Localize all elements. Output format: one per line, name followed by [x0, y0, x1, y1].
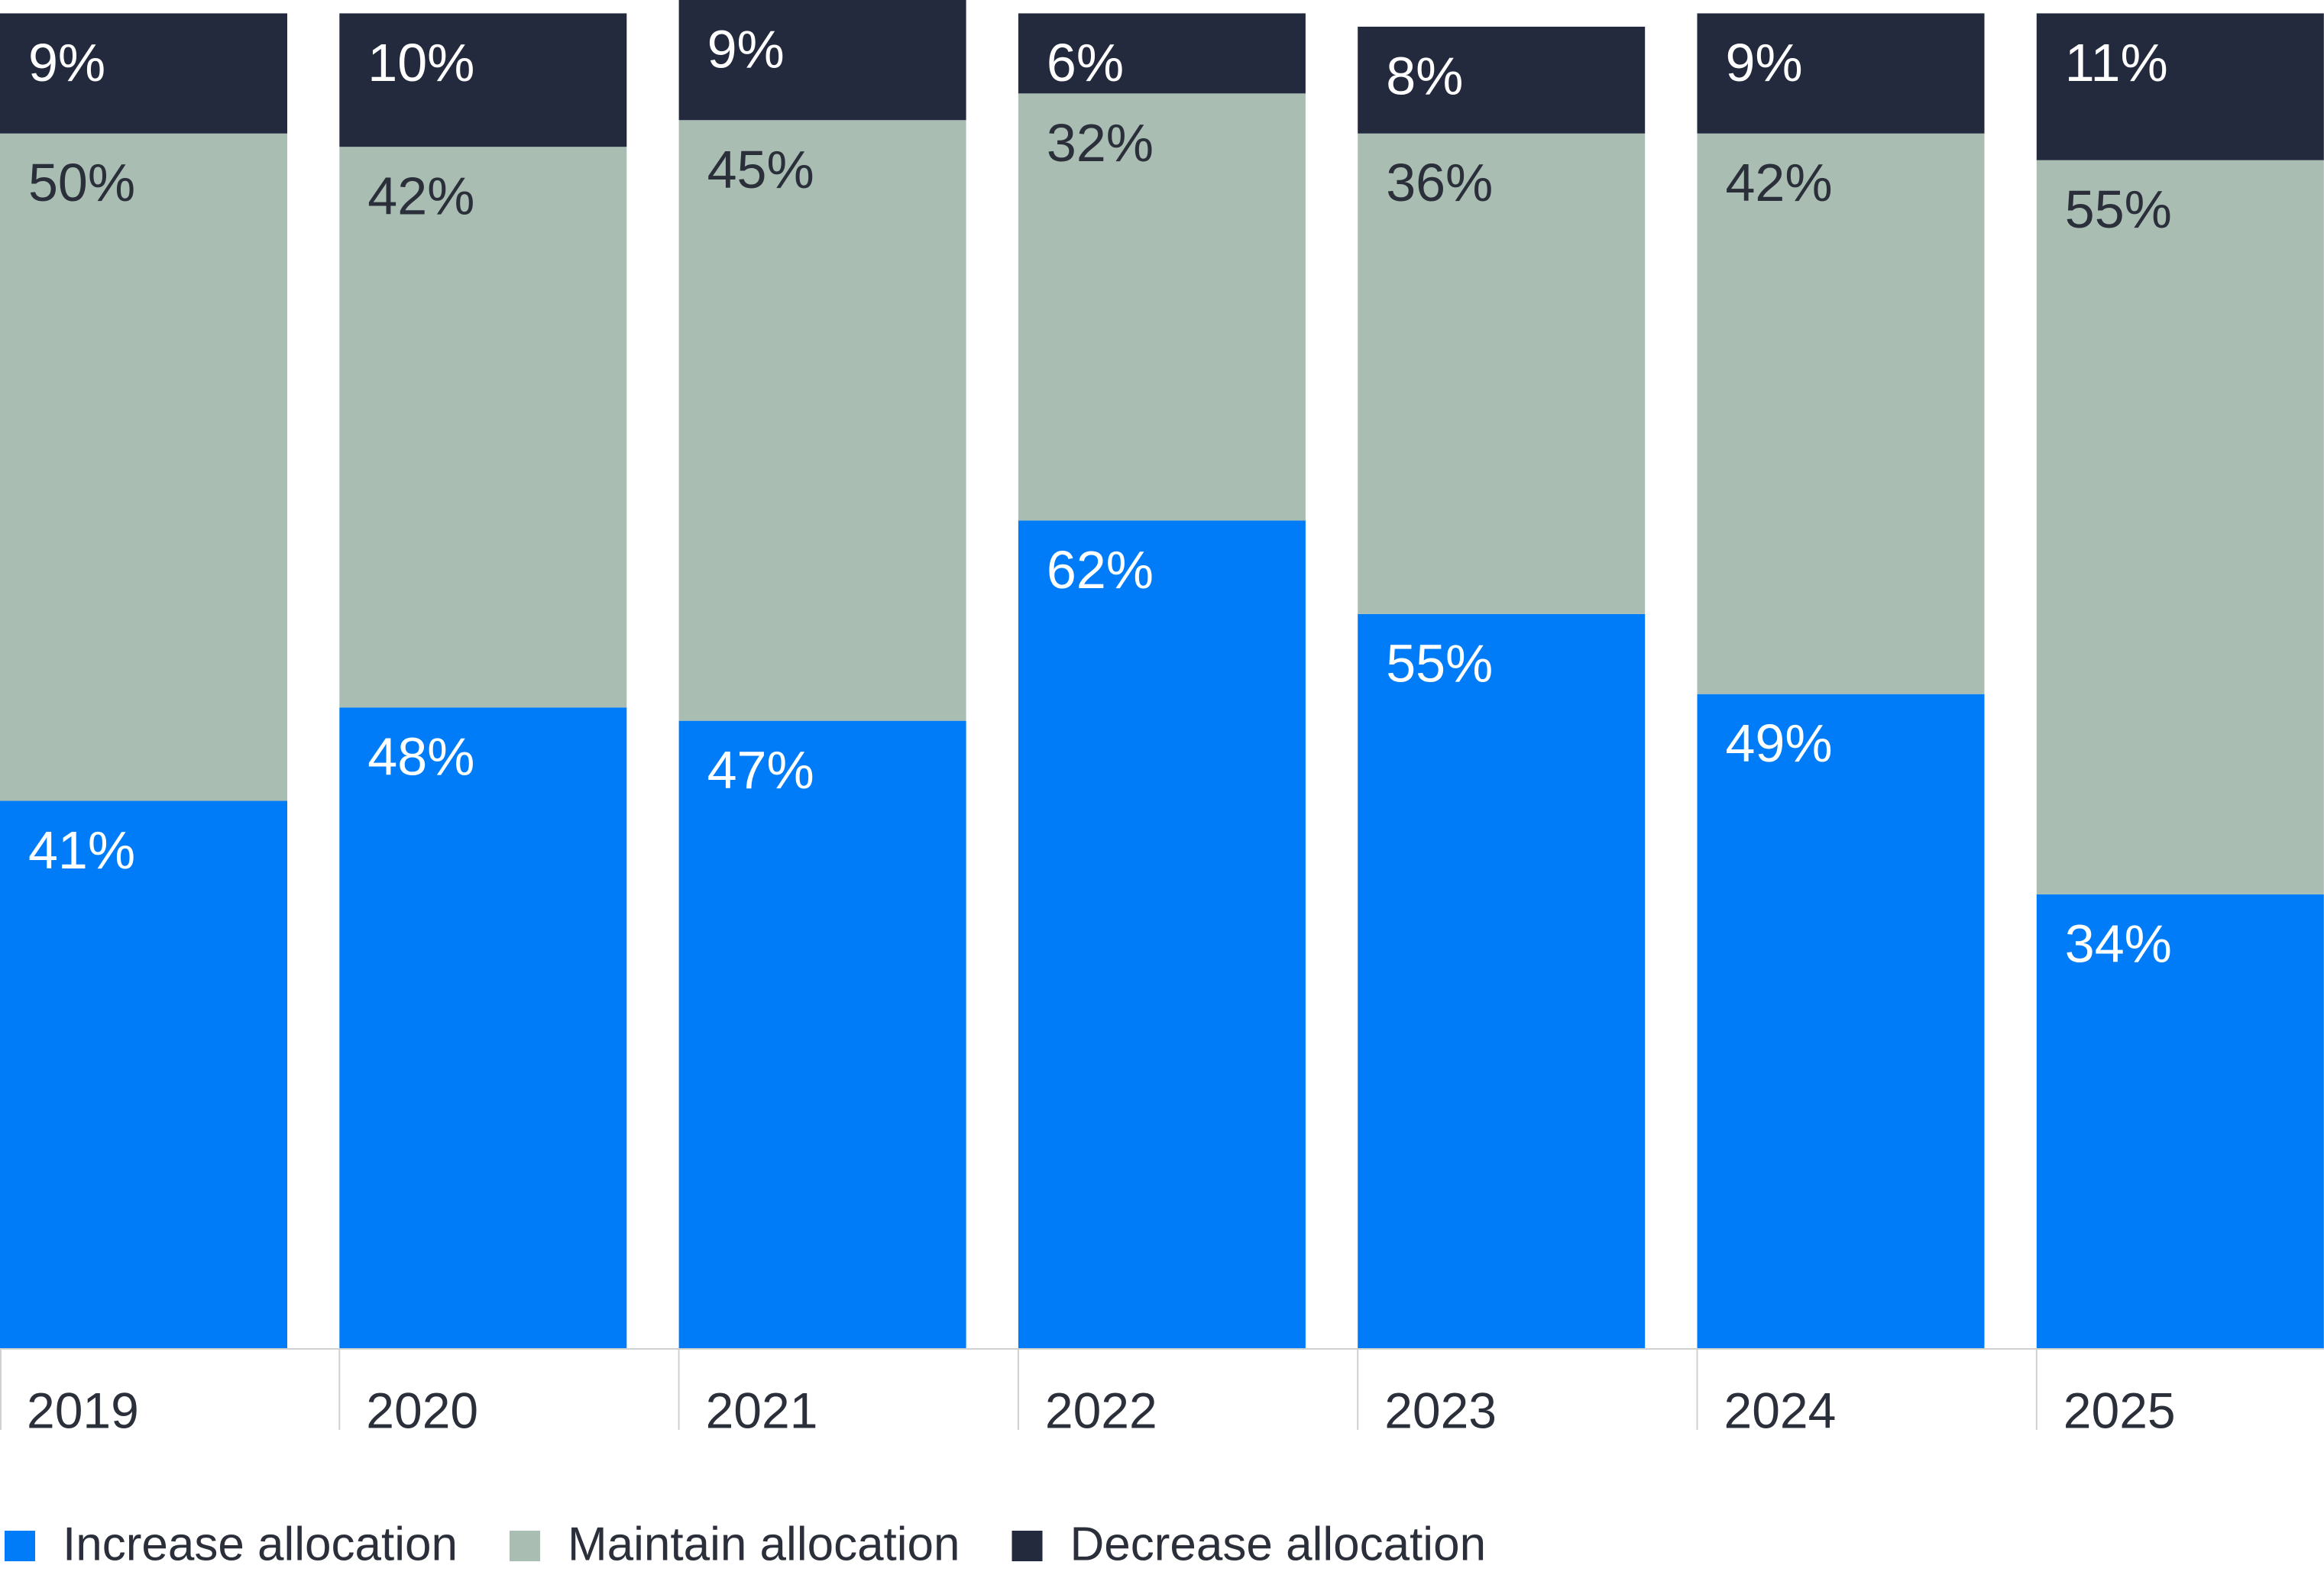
- bar-segment: [1358, 133, 1646, 614]
- x-tick-label: 2020: [366, 1382, 478, 1438]
- data-label: 6%: [1047, 33, 1124, 92]
- bar-segment: [678, 720, 966, 1348]
- bar-segment: [339, 147, 627, 708]
- data-label: 36%: [1386, 153, 1493, 212]
- bar-segment: [1697, 133, 1985, 694]
- bar-segment: [1018, 93, 1306, 521]
- data-label: 45%: [707, 140, 814, 199]
- data-label: 49%: [1726, 713, 1833, 773]
- bar-segment: [2036, 894, 2324, 1348]
- data-label: 10%: [367, 33, 474, 92]
- bar-segment: [1358, 26, 1646, 134]
- data-label: 47%: [707, 740, 814, 800]
- x-tick-label: 2024: [1724, 1382, 1837, 1438]
- data-label: 62%: [1047, 540, 1154, 600]
- data-label: 42%: [1726, 153, 1833, 212]
- bar-segment: [0, 133, 287, 801]
- bar-segment: [339, 13, 627, 147]
- data-label: 32%: [1047, 113, 1154, 173]
- bar-segment: [1358, 613, 1646, 1348]
- bar-segment: [0, 13, 287, 134]
- legend-label: Decrease allocation: [1070, 1518, 1487, 1570]
- data-label: 9%: [1726, 33, 1803, 92]
- legend-label: Increase allocation: [63, 1518, 458, 1570]
- data-label: 55%: [1386, 633, 1493, 693]
- data-label: 48%: [367, 727, 474, 787]
- x-tick-label: 2025: [2063, 1382, 2176, 1438]
- data-label: 55%: [2065, 179, 2172, 239]
- x-tick-label: 2021: [706, 1382, 818, 1438]
- legend-swatch: [1011, 1531, 1043, 1561]
- data-label: 11%: [2065, 33, 2168, 92]
- bar-segment: [2036, 13, 2324, 160]
- data-label: 42%: [367, 167, 474, 226]
- data-label: 8%: [1386, 46, 1463, 105]
- bar-segment: [678, 0, 966, 121]
- bar-segment: [678, 120, 966, 721]
- bar-segment: [1697, 694, 1985, 1348]
- data-label: 34%: [2065, 914, 2172, 973]
- data-label: 41%: [28, 820, 135, 880]
- legend-label: Maintain allocation: [568, 1518, 960, 1570]
- x-tick-label: 2022: [1045, 1382, 1157, 1438]
- bar-segment: [1018, 13, 1306, 94]
- bar-segment: [1697, 13, 1985, 134]
- x-tick-label: 2023: [1384, 1382, 1497, 1438]
- legend-swatch: [509, 1531, 540, 1561]
- bar-segment: [1018, 520, 1306, 1348]
- bar-segment: [339, 707, 627, 1348]
- data-label: 9%: [28, 33, 105, 92]
- legend-swatch: [5, 1531, 35, 1561]
- bar-segment: [2036, 160, 2324, 894]
- bar-segment: [0, 800, 287, 1348]
- data-label: 50%: [28, 153, 135, 212]
- x-tick-label: 2019: [27, 1382, 139, 1438]
- data-label: 9%: [707, 19, 785, 79]
